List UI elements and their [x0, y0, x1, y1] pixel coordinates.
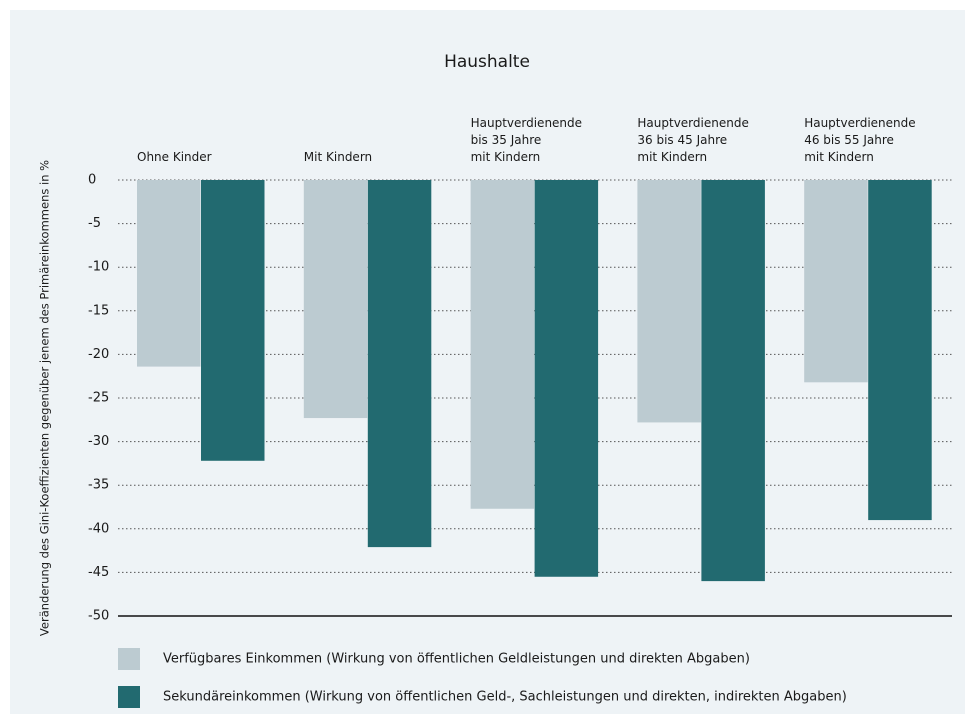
y-tick-label: -40: [88, 521, 109, 536]
legend-swatch: [118, 686, 140, 708]
bar: [470, 180, 535, 509]
legend-label: Verfügbares Einkommen (Wirkung von öffen…: [163, 652, 750, 667]
y-tick-label: -5: [88, 216, 101, 231]
legend-swatch: [118, 648, 140, 670]
legend-label: Sekundäreinkommen (Wirkung von öffentlic…: [163, 690, 847, 705]
bar: [201, 180, 265, 461]
bar: [137, 180, 201, 367]
y-tick-label: -50: [88, 609, 109, 624]
bar: [303, 180, 368, 419]
category-label: Ohne Kinder: [137, 150, 212, 164]
y-tick-label: -15: [88, 303, 109, 318]
y-tick-label: -30: [88, 434, 109, 449]
category-label: Hauptverdienende 36 bis 45 Jahre mit Kin…: [637, 116, 749, 164]
y-tick-label: -20: [88, 347, 109, 362]
bar: [534, 180, 599, 577]
y-tick-label: -35: [88, 478, 109, 493]
y-tick-label: -10: [88, 260, 109, 275]
y-tick-label: 0: [88, 173, 96, 188]
category-label: Hauptverdienende bis 35 Jahre mit Kinder…: [470, 116, 583, 164]
category-label: Mit Kindern: [303, 150, 373, 164]
y-axis-label: Veränderung des Gini-Koeffizienten gegen…: [38, 160, 52, 636]
bar: [868, 180, 932, 521]
chart-title: Haushalte: [444, 52, 530, 72]
bar: [804, 180, 868, 383]
bar: [637, 180, 701, 423]
y-tick-label: -45: [88, 565, 109, 580]
y-tick-label: -25: [88, 391, 109, 406]
bar: [367, 180, 432, 548]
category-label: Hauptverdienende 46 bis 55 Jahre mit Kin…: [804, 116, 916, 164]
bar: [701, 180, 765, 582]
